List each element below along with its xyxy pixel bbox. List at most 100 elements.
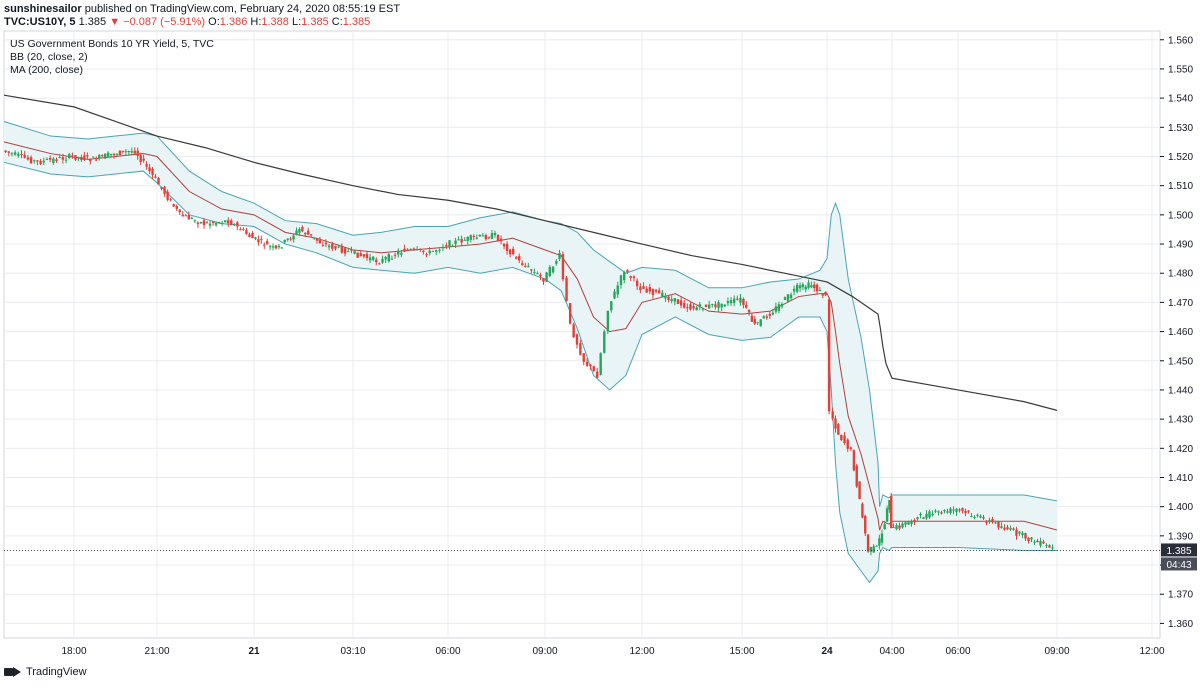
candle-body	[438, 249, 441, 251]
candle-body	[568, 303, 572, 324]
candle-body	[347, 251, 350, 253]
candle-body	[109, 153, 113, 156]
candle-body	[365, 253, 369, 259]
y-tick-label: 1.420	[1168, 444, 1193, 455]
candle-body	[71, 155, 74, 157]
candle-body	[596, 371, 599, 378]
candle-body	[645, 288, 648, 293]
candle-body	[172, 204, 175, 207]
candle-body	[913, 519, 916, 523]
legend-bb[interactable]: BB (20, close, 2)	[10, 51, 88, 63]
high-value: 1.388	[261, 16, 289, 28]
candle-body	[148, 167, 151, 172]
candle-body	[670, 299, 673, 301]
candle-body	[428, 250, 431, 254]
candle-body	[178, 209, 181, 213]
legend-title[interactable]: US Government Bonds 10 YR Yield, 5, TVC	[10, 38, 214, 50]
candle-body	[478, 234, 482, 237]
candle-body	[736, 298, 739, 300]
candle-body	[157, 178, 160, 185]
candle-body	[208, 223, 212, 226]
candle-body	[283, 240, 286, 243]
candle-body	[42, 160, 45, 163]
candle-body	[295, 230, 298, 235]
candle-body	[545, 272, 548, 282]
candle-body	[840, 434, 843, 440]
candle-body	[415, 248, 419, 251]
candle-body	[257, 239, 260, 243]
high-label: H:	[250, 16, 262, 28]
candle-body	[928, 511, 931, 518]
y-tick-label: 1.430	[1168, 415, 1193, 426]
candle-body	[824, 291, 827, 295]
candle-body	[45, 159, 49, 161]
bb-basis-line	[3, 141, 1058, 531]
candle-body	[606, 310, 610, 332]
author-name[interactable]: sunshinesailor	[4, 3, 82, 15]
brand-name[interactable]: TradingView	[26, 666, 87, 678]
candle-body	[496, 234, 500, 242]
candle-body	[220, 222, 224, 224]
candle-body	[100, 155, 104, 157]
candle-body	[861, 503, 864, 518]
candle-body	[397, 251, 400, 255]
candle-body	[742, 298, 745, 305]
candle-body	[961, 508, 964, 511]
candle-body	[83, 155, 86, 160]
candle-body	[555, 261, 558, 264]
candle-body	[205, 222, 209, 224]
open-value: 1.386	[219, 16, 248, 28]
candle-body	[765, 316, 768, 318]
candle-body	[982, 517, 985, 519]
candle-body	[435, 250, 438, 252]
candle-body	[610, 301, 613, 311]
last-price: 1.385	[78, 16, 107, 28]
candle-body	[940, 512, 943, 514]
candle-body	[518, 256, 521, 261]
candle-body	[1045, 545, 1048, 547]
candle-body	[976, 514, 979, 516]
candle-body	[89, 159, 92, 162]
candle-body	[23, 154, 26, 158]
candle-body	[530, 269, 533, 271]
candle-body	[885, 508, 889, 522]
x-tick-label: 04:00	[879, 646, 904, 657]
candle-body	[629, 276, 632, 278]
candle-body	[539, 274, 542, 277]
candle-body	[717, 302, 720, 309]
candle-body	[475, 237, 478, 239]
candle-body	[487, 237, 491, 239]
candle-body	[813, 284, 816, 289]
footer-brand: TradingView	[4, 666, 87, 678]
candle-body	[667, 296, 670, 301]
candle-body	[572, 324, 575, 338]
candle-body	[425, 254, 428, 256]
x-tick-label: 12:00	[1139, 646, 1164, 657]
candle-body	[1009, 528, 1012, 530]
candle-body	[901, 523, 904, 528]
candle-body	[248, 234, 251, 237]
candle-body	[964, 510, 967, 513]
y-tick-label: 1.550	[1168, 64, 1193, 75]
candle-body	[214, 222, 218, 226]
candle-body	[701, 308, 705, 310]
candle-body	[74, 155, 77, 160]
legend-ma[interactable]: MA (200, close)	[10, 64, 83, 76]
x-tick-label: 09:00	[1044, 646, 1069, 657]
x-tick-label: 03:10	[340, 646, 365, 657]
candle-body	[762, 316, 765, 319]
y-tick-label: 1.470	[1168, 298, 1193, 309]
candle-body	[558, 252, 561, 260]
candle-body	[720, 303, 723, 308]
candle-body	[460, 238, 463, 243]
bb-upper-line	[3, 120, 1058, 507]
x-tick-label: 09:00	[532, 646, 557, 657]
candle-body	[955, 508, 958, 512]
down-arrow-icon: ▼	[109, 16, 121, 28]
symbol-label[interactable]: TVC:US10Y, 5	[4, 16, 76, 28]
y-tick-label: 1.440	[1168, 385, 1193, 396]
candle-body	[227, 220, 230, 224]
candle-body	[289, 238, 292, 240]
